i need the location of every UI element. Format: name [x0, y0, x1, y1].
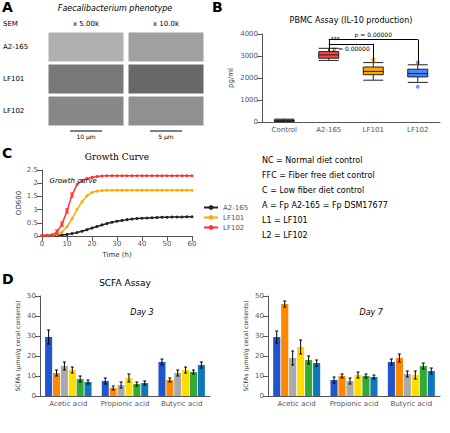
svg-text:Butyric acid: Butyric acid — [161, 400, 203, 408]
svg-text:B: B — [212, 0, 223, 15]
svg-text:A2-165: A2-165 — [316, 126, 341, 134]
svg-text:NC = Normal diet control: NC = Normal diet control — [262, 156, 362, 165]
svg-text:5 μm: 5 μm — [158, 133, 174, 141]
svg-text:0: 0 — [34, 232, 38, 240]
svg-text:SCFAs (μmol/g cecal contents): SCFAs (μmol/g cecal contents) — [14, 300, 22, 391]
svg-text:2000: 2000 — [240, 74, 258, 82]
svg-text:LF102: LF102 — [3, 107, 24, 115]
svg-text:60: 60 — [188, 240, 197, 248]
svg-text:0: 0 — [260, 392, 264, 400]
svg-text:D: D — [2, 271, 14, 287]
svg-text:SCFA Assay: SCFA Assay — [99, 278, 151, 288]
svg-text:10: 10 — [255, 372, 264, 380]
svg-text:50: 50 — [163, 240, 172, 248]
svg-text:10: 10 — [63, 240, 72, 248]
svg-text:30: 30 — [255, 332, 264, 340]
svg-text:LF102: LF102 — [223, 224, 244, 232]
svg-text:LF102: LF102 — [407, 126, 428, 134]
svg-text:3000: 3000 — [240, 52, 258, 60]
svg-text:A = Fp A2-165 = Fp DSM17677: A = Fp A2-165 = Fp DSM17677 — [262, 201, 388, 210]
svg-text:0: 0 — [254, 118, 258, 126]
svg-text:PBMC Assay (IL-10 production): PBMC Assay (IL-10 production) — [290, 16, 413, 25]
svg-text:pg/ml: pg/ml — [227, 68, 235, 88]
svg-text:40: 40 — [255, 312, 264, 320]
svg-text:SEM: SEM — [3, 20, 18, 28]
svg-text:Faecalibacterium phenotype: Faecalibacterium phenotype — [58, 4, 173, 13]
svg-text:10 μm: 10 μm — [76, 133, 95, 141]
svg-text:0: 0 — [32, 392, 36, 400]
svg-text:20: 20 — [27, 352, 36, 360]
svg-text:p = 0.00000: p = 0.00000 — [332, 45, 370, 53]
svg-text:L1 = LF101: L1 = LF101 — [262, 216, 308, 225]
svg-text:x 5.00k: x 5.00k — [73, 20, 100, 28]
svg-text:LF101: LF101 — [363, 126, 384, 134]
svg-text:A2-165: A2-165 — [3, 43, 28, 51]
svg-text:L2 = LF102: L2 = LF102 — [262, 231, 308, 240]
svg-text:2.5: 2.5 — [27, 166, 38, 174]
svg-text:2: 2 — [34, 179, 38, 187]
svg-text:30: 30 — [27, 332, 36, 340]
svg-text:Day 3: Day 3 — [130, 308, 153, 317]
svg-text:20: 20 — [255, 352, 264, 360]
svg-text:A2-165: A2-165 — [223, 204, 248, 212]
svg-text:OD600: OD600 — [15, 191, 23, 215]
svg-text:C = Low fiber diet control: C = Low fiber diet control — [262, 186, 364, 195]
svg-text:LF101: LF101 — [3, 75, 24, 83]
svg-text:Growth curve: Growth curve — [50, 177, 97, 185]
svg-text:4000: 4000 — [240, 30, 258, 38]
svg-text:A: A — [2, 0, 13, 15]
svg-text:Propionic acid: Propionic acid — [330, 400, 379, 408]
svg-text:p = 0.00000: p = 0.00000 — [355, 31, 393, 39]
svg-text:40: 40 — [138, 240, 147, 248]
svg-text:SCFAs (μmol/g cecal contents): SCFAs (μmol/g cecal contents) — [242, 300, 250, 391]
svg-text:1000: 1000 — [240, 96, 258, 104]
svg-text:50: 50 — [255, 292, 264, 300]
svg-text:LF101: LF101 — [223, 214, 244, 222]
svg-text:Growth Curve: Growth Curve — [85, 152, 149, 162]
svg-text:***: *** — [331, 35, 340, 42]
svg-text:Acetic acid: Acetic acid — [278, 400, 316, 408]
svg-text:Butyric acid: Butyric acid — [391, 400, 433, 408]
svg-text:1.5: 1.5 — [27, 192, 38, 200]
svg-text:1: 1 — [34, 206, 38, 214]
svg-text:20: 20 — [88, 240, 97, 248]
svg-text:10: 10 — [27, 372, 36, 380]
svg-text:Control: Control — [272, 126, 297, 134]
svg-text:x 10.0k: x 10.0k — [153, 20, 180, 28]
svg-text:40: 40 — [27, 312, 36, 320]
svg-text:C: C — [2, 145, 12, 161]
svg-text:0.5: 0.5 — [27, 219, 38, 227]
svg-text:Day 7: Day 7 — [359, 308, 383, 317]
svg-text:30: 30 — [113, 240, 122, 248]
svg-text:Propionic acid: Propionic acid — [101, 400, 150, 408]
svg-text:Acetic acid: Acetic acid — [49, 400, 87, 408]
svg-text:0: 0 — [40, 240, 44, 248]
svg-text:FFC = Fiber free diet control: FFC = Fiber free diet control — [262, 171, 375, 180]
svg-text:50: 50 — [27, 292, 36, 300]
svg-text:Time (h): Time (h) — [101, 251, 132, 259]
